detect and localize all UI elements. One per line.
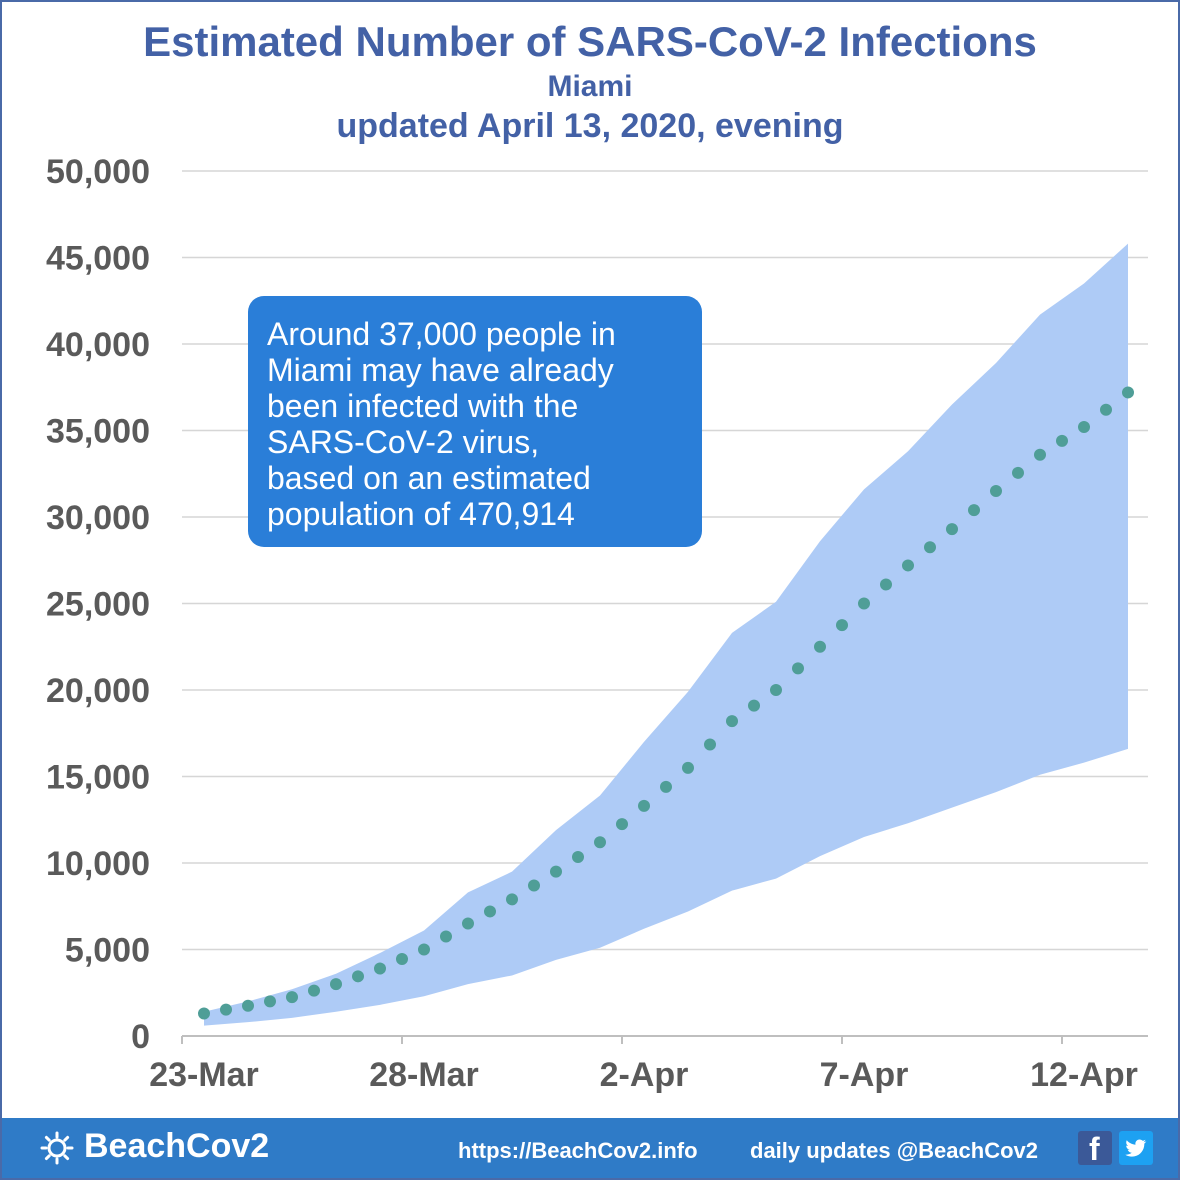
estimate-dot bbox=[814, 640, 826, 653]
estimate-dot bbox=[572, 850, 584, 863]
facebook-icon[interactable]: f bbox=[1078, 1131, 1112, 1167]
estimate-dot bbox=[506, 893, 518, 906]
callout-line: SARS-CoV-2 virus, bbox=[267, 424, 540, 460]
website-link[interactable]: https://BeachCov2.info bbox=[458, 1138, 698, 1163]
estimate-dot bbox=[748, 699, 760, 712]
callout-line: Around 37,000 people in bbox=[267, 316, 616, 352]
footer-bar: BeachCov2 https://BeachCov2.info daily u… bbox=[2, 1118, 1178, 1178]
estimate-dot bbox=[374, 962, 386, 975]
estimate-dot bbox=[726, 715, 738, 728]
callout-line: population of 470,914 bbox=[267, 496, 575, 532]
estimate-dot bbox=[880, 578, 892, 591]
y-tick-label: 10,000 bbox=[46, 845, 150, 883]
x-tick-label: 2-Apr bbox=[600, 1056, 689, 1094]
estimate-dot bbox=[1012, 466, 1024, 479]
estimate-dot bbox=[946, 523, 958, 536]
callout-line: been infected with the bbox=[267, 388, 579, 424]
estimate-dot bbox=[792, 662, 804, 675]
estimate-dot bbox=[1034, 448, 1046, 461]
y-tick-label: 0 bbox=[131, 1018, 150, 1056]
y-tick-label: 20,000 bbox=[46, 672, 150, 710]
y-tick-label: 40,000 bbox=[46, 326, 150, 364]
y-tick-label: 15,000 bbox=[46, 759, 150, 797]
x-tick-label: 12-Apr bbox=[1030, 1056, 1138, 1094]
summary-callout: Around 37,000 people in Miami may have a… bbox=[248, 296, 702, 547]
estimate-dot bbox=[484, 905, 496, 918]
y-tick-label: 45,000 bbox=[46, 240, 150, 278]
estimate-dot bbox=[286, 991, 298, 1004]
estimate-dot bbox=[902, 559, 914, 572]
estimate-dot bbox=[968, 504, 980, 517]
estimate-dot bbox=[330, 978, 342, 991]
estimate-dot bbox=[924, 541, 936, 554]
estimate-dot bbox=[242, 999, 254, 1012]
chart-title: Estimated Number of SARS-CoV-2 Infection… bbox=[143, 18, 1037, 65]
estimate-dot bbox=[660, 780, 672, 793]
estimate-dot bbox=[858, 597, 870, 610]
estimate-dot bbox=[396, 953, 408, 966]
estimate-dot bbox=[594, 836, 606, 849]
y-tick-label: 30,000 bbox=[46, 499, 150, 537]
estimate-dot bbox=[1056, 434, 1068, 447]
y-tick-label: 25,000 bbox=[46, 586, 150, 624]
daily-updates-text: daily updates @BeachCov2 bbox=[750, 1138, 1038, 1163]
estimate-dot bbox=[440, 930, 452, 943]
estimate-dot bbox=[1122, 386, 1134, 399]
estimate-dot bbox=[352, 970, 364, 983]
chart-updated: updated April 13, 2020, evening bbox=[336, 107, 844, 145]
estimate-dot bbox=[990, 485, 1002, 498]
y-tick-label: 35,000 bbox=[46, 413, 150, 451]
y-tick-label: 5,000 bbox=[65, 932, 150, 970]
estimate-range-band bbox=[204, 243, 1128, 1026]
estimate-dot bbox=[220, 1003, 232, 1016]
twitter-icon[interactable] bbox=[1119, 1131, 1153, 1165]
callout-line: Miami may have already bbox=[267, 352, 614, 388]
estimate-dot bbox=[1100, 403, 1112, 416]
estimate-dot bbox=[528, 879, 540, 892]
x-tick-label: 7-Apr bbox=[820, 1056, 909, 1094]
estimate-dot bbox=[1078, 421, 1090, 434]
estimate-dot bbox=[682, 761, 694, 774]
estimate-dot bbox=[616, 818, 628, 831]
estimate-dot bbox=[638, 799, 650, 812]
x-tick-label: 23-Mar bbox=[149, 1056, 259, 1094]
brand-name: BeachCov2 bbox=[84, 1127, 270, 1165]
estimate-dot bbox=[418, 943, 430, 956]
y-tick-label: 50,000 bbox=[46, 153, 150, 191]
estimate-dot bbox=[198, 1007, 210, 1020]
estimate-dot bbox=[704, 738, 716, 751]
callout-line: based on an estimated bbox=[267, 460, 591, 496]
estimate-dot bbox=[550, 865, 562, 878]
estimate-dot bbox=[462, 917, 474, 930]
estimate-dot bbox=[264, 995, 276, 1008]
estimate-dot bbox=[770, 684, 782, 696]
x-tick-label: 28-Mar bbox=[369, 1056, 479, 1094]
sun-icon bbox=[40, 1131, 74, 1165]
estimate-dot bbox=[308, 984, 320, 997]
chart-location: Miami bbox=[547, 70, 633, 103]
estimate-dot bbox=[836, 619, 848, 632]
